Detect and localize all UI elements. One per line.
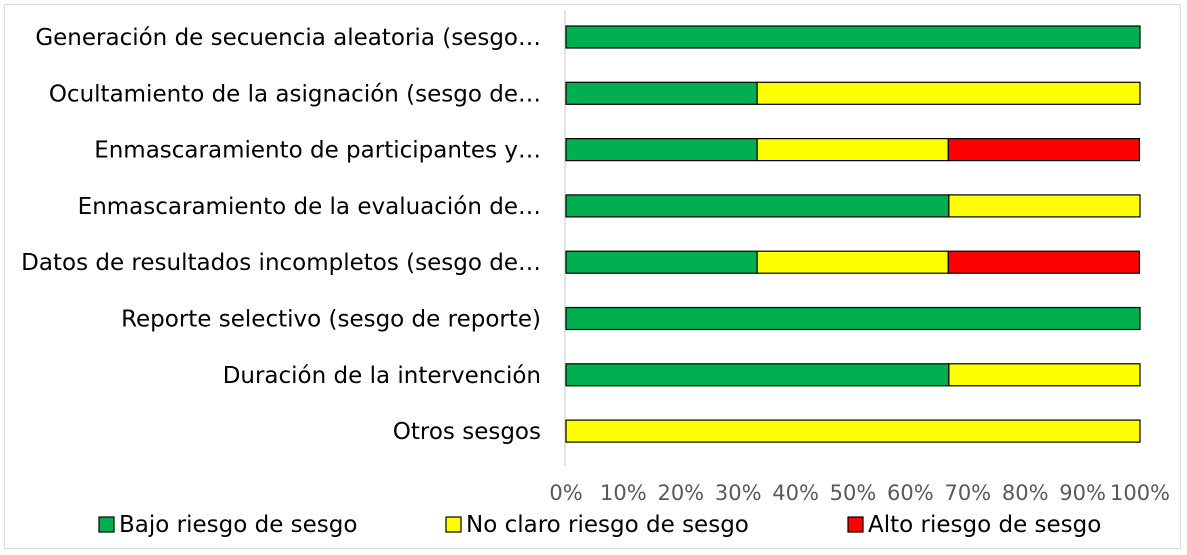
x-tick-label: 90% — [1059, 481, 1106, 505]
bars-group — [565, 25, 1141, 443]
x-tick-label: 0% — [549, 481, 582, 505]
x-tick-labels: 0% 10% 20% 30% 40% 50% 60% 70% 80% 90% 100% — [549, 481, 1170, 505]
bar-segment — [565, 138, 758, 162]
bar-segment — [756, 250, 949, 274]
bar-segment — [565, 306, 1141, 331]
bar-segment — [565, 419, 1141, 443]
bar-segment — [947, 250, 1141, 274]
category-label: Ocultamiento de la asignación (sesgo de… — [49, 81, 541, 107]
bar-segment — [947, 138, 1141, 162]
category-label: Otros sesgos — [393, 419, 541, 445]
x-tick-label: 40% — [772, 481, 819, 505]
bar-segment — [565, 194, 950, 218]
bar-segment — [565, 250, 758, 274]
category-labels: Generación de secuencia aleatoria (sesgo… — [21, 25, 541, 445]
bar-segment — [948, 363, 1141, 387]
category-label: Duración de la intervención — [223, 363, 541, 389]
x-tick-label: 10% — [600, 481, 647, 505]
legend: Bajo riesgo de sesgo No claro riesgo de s… — [98, 512, 1101, 538]
x-tick-label: 70% — [944, 481, 991, 505]
bar-segment — [565, 25, 1141, 49]
x-tick-label: 100% — [1110, 481, 1170, 505]
legend-swatch — [445, 516, 462, 533]
category-label: Datos de resultados incompletos (sesgo d… — [21, 250, 541, 276]
x-tick-label: 20% — [657, 481, 704, 505]
legend-label: No claro riesgo de sesgo — [466, 512, 749, 538]
category-label: Enmascaramiento de participantes y… — [94, 138, 541, 164]
x-tick-label: 50% — [830, 481, 877, 505]
legend-swatch — [98, 516, 115, 533]
bar-segment — [565, 81, 758, 105]
legend-label: Alto riesgo de sesgo — [868, 512, 1101, 538]
bar-segment — [756, 81, 1141, 105]
x-tick-label: 80% — [1002, 481, 1049, 505]
x-tick-label: 30% — [715, 481, 762, 505]
legend-label: Bajo riesgo de sesgo — [119, 512, 357, 538]
bar-segment — [756, 138, 949, 162]
bar-segment — [565, 363, 950, 387]
category-label: Enmascaramiento de la evaluación de… — [78, 194, 541, 220]
x-tick-label: 60% — [887, 481, 934, 505]
category-label: Reporte selectivo (sesgo de reporte) — [121, 307, 541, 333]
category-label: Generación de secuencia aleatoria (sesgo… — [35, 25, 541, 51]
legend-swatch — [847, 516, 864, 533]
bar-segment — [948, 194, 1141, 218]
